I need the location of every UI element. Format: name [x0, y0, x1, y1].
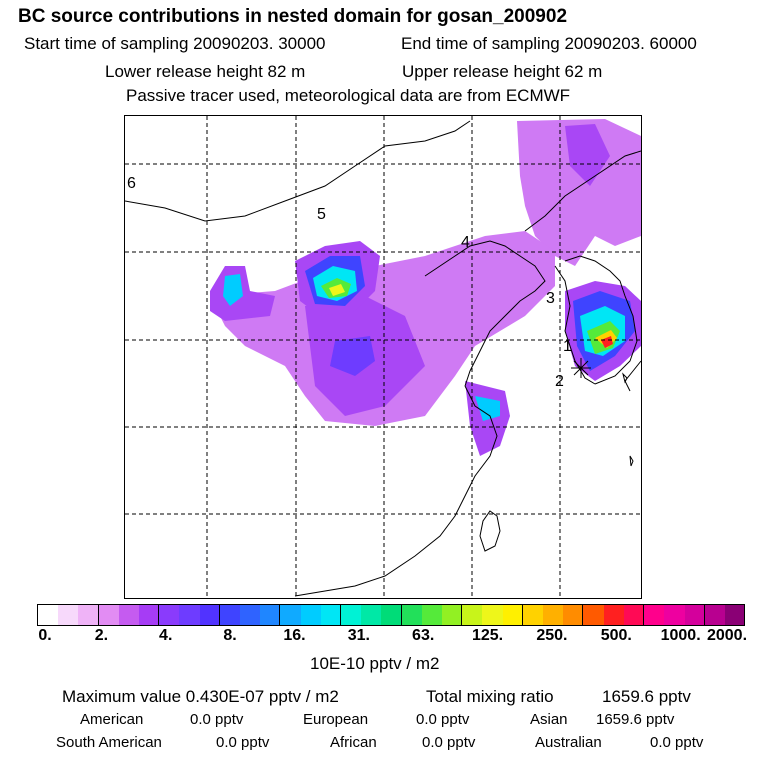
- colorbar-swatch: [664, 605, 685, 625]
- colorbar-unit: 10E-10 pptv / m2: [310, 654, 440, 673]
- plume-north-yellow: [329, 284, 345, 296]
- colorbar-tick-label: 125.: [471, 627, 504, 644]
- colorbar-swatch: [78, 605, 99, 625]
- colorbar-swatch: [98, 605, 119, 625]
- grid-layer: [125, 116, 641, 598]
- border-ne: [524, 150, 641, 232]
- colorbar-swatch: [240, 605, 261, 625]
- colorbar-tick-label: 63.: [412, 627, 435, 644]
- island-small-2: [629, 455, 634, 467]
- colorbar-swatch: [381, 605, 402, 625]
- colorbar-swatch: [421, 605, 443, 625]
- south-american-value: 0.0 pptv: [216, 734, 270, 751]
- colorbar-swatch: [38, 605, 59, 625]
- colorbar-swatch: [724, 605, 745, 625]
- colorbar-swatch: [179, 605, 200, 625]
- coastline-layer: [125, 120, 641, 597]
- african-label: African: [330, 734, 377, 751]
- receptor-marker: [571, 358, 591, 378]
- total-mixing-label: Total mixing ratio: [426, 687, 554, 706]
- coast-south: [294, 385, 498, 597]
- colorbar-swatch: [704, 605, 725, 625]
- colorbar-tick-label: 0.: [38, 627, 52, 644]
- european-value: 0.0 pptv: [416, 711, 470, 728]
- plume-layer: [210, 119, 641, 456]
- south-american-label: South American: [56, 734, 162, 751]
- colorbar-swatch: [341, 605, 362, 625]
- australian-label: Australian: [535, 734, 602, 751]
- colorbar-swatch: [462, 605, 483, 625]
- border-mongolia: [125, 120, 471, 222]
- maximum-value: Maximum value 0.430E-07 pptv / m2: [62, 687, 339, 706]
- coast-bohai: [424, 240, 546, 387]
- plume-northeast-inner: [565, 124, 610, 186]
- total-mixing-value: 1659.6 pptv: [602, 687, 691, 706]
- tracer-note: Passive tracer used, meteorological data…: [126, 86, 571, 105]
- lower-release-height: Lower release height 82 m: [105, 62, 306, 81]
- japan-coast: [624, 360, 641, 392]
- colorbar-swatch: [543, 605, 564, 625]
- region-label-2: 2: [555, 373, 564, 390]
- european-label: European: [303, 711, 369, 728]
- colorbar-tick-label: 4.: [159, 627, 173, 644]
- colorbar-swatch: [603, 605, 624, 625]
- colorbar-tick-label: 2.: [94, 627, 109, 644]
- asian-label: Asian: [530, 711, 568, 728]
- colorbar-swatch: [361, 605, 382, 625]
- colorbar-swatch: [199, 605, 220, 625]
- map-svg: [125, 116, 641, 598]
- colorbar-swatch: [563, 605, 584, 625]
- colorbar-swatch: [482, 605, 503, 625]
- plume-coast-inner: [475, 396, 500, 421]
- australian-value: 0.0 pptv: [650, 734, 704, 751]
- colorbar-tick-label: 500.: [600, 627, 632, 644]
- colorbar-tick-label: 1000.: [660, 627, 701, 644]
- colorbar-tick-label: 31.: [347, 627, 370, 644]
- taiwan: [479, 510, 501, 552]
- american-label: American: [80, 711, 144, 728]
- island-small-1: [622, 372, 628, 384]
- colorbar-swatch: [401, 605, 422, 625]
- colorbar-tick-label: 16.: [283, 627, 306, 644]
- coast-korea-west: [554, 265, 596, 385]
- colorbar-tick-label: 250.: [536, 627, 568, 644]
- colorbar-swatch: [260, 605, 281, 625]
- colorbar-swatch: [583, 605, 604, 625]
- map-panel: 6 5 4 3 1 2: [124, 115, 642, 599]
- colorbar-swatch: [118, 605, 140, 625]
- colorbar-swatch: [159, 605, 180, 625]
- plume-central-core: [330, 336, 375, 376]
- colorbar-swatch: [502, 605, 523, 625]
- region-label-4: 4: [461, 234, 470, 251]
- colorbar-tick-label: 2000.: [706, 627, 748, 644]
- colorbar-swatch: [139, 605, 160, 625]
- american-value: 0.0 pptv: [190, 711, 244, 728]
- region-label-6: 6: [127, 175, 136, 192]
- african-value: 0.0 pptv: [422, 734, 476, 751]
- colorbar-swatch: [623, 605, 645, 625]
- coast-korea-east: [564, 255, 638, 385]
- region-label-1: 1: [563, 338, 572, 355]
- colorbar-swatch: [58, 605, 79, 625]
- colorbar-tick-label: 8.: [223, 627, 237, 644]
- colorbar-swatch: [684, 605, 705, 625]
- colorbar-swatch: [219, 605, 241, 625]
- colorbar-swatch: [320, 605, 342, 625]
- end-time: End time of sampling 20090203. 60000: [401, 34, 697, 53]
- colorbar-swatch: [300, 605, 321, 625]
- colorbar-swatch: [280, 605, 301, 625]
- plume-west-inner: [223, 274, 243, 306]
- chart-title: BC source contributions in nested domain…: [18, 6, 568, 27]
- start-time: Start time of sampling 20090203. 30000: [24, 34, 326, 53]
- colorbar-swatch: [442, 605, 463, 625]
- plume-korea-red: [601, 336, 613, 348]
- region-label-5: 5: [317, 206, 326, 223]
- colorbar: [37, 604, 745, 626]
- region-label-3: 3: [546, 290, 555, 307]
- asian-value: 1659.6 pptv: [596, 711, 675, 728]
- upper-release-height: Upper release height 62 m: [402, 62, 603, 81]
- plume-northeast: [517, 119, 641, 266]
- colorbar-swatch: [644, 605, 665, 625]
- colorbar-swatch: [522, 605, 544, 625]
